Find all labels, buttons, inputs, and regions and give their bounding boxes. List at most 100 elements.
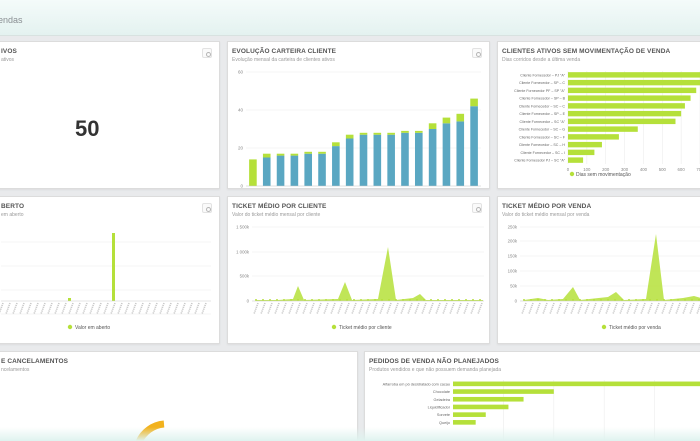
x-tick-label: [61, 302, 67, 315]
data-point: [600, 299, 602, 301]
category-label: Alfarroba em pó desidratado com cacau: [383, 382, 450, 386]
x-tick-label: [675, 302, 681, 315]
data-point: [367, 299, 369, 301]
bar-novos-clientes: [345, 134, 354, 139]
data-point: [444, 299, 446, 301]
x-tick-label: [421, 302, 427, 315]
x-tick-label: [68, 302, 74, 315]
panel-subtitle: ncelamentos: [1, 367, 30, 373]
x-tick-label: [47, 302, 53, 315]
category-label: Cliente Fornecedor – SP – C: [519, 81, 565, 85]
x-tick-label: [19, 302, 25, 315]
category-label: Cliente Fornecedor PF – SP "A": [514, 89, 566, 93]
panel-title: EVOLUÇÃO CARTEIRA CLIENTE: [232, 48, 337, 55]
bar-pedido: [453, 412, 486, 417]
x-tick-label: [267, 302, 273, 315]
data-point: [523, 299, 525, 301]
x-tick-label: [344, 302, 350, 315]
x-tick-label: [309, 302, 315, 315]
panel-subtitle: em aberto: [1, 212, 24, 218]
category-label: Chocolate: [433, 390, 450, 394]
x-tick-label: [386, 302, 392, 315]
bar-novos-clientes: [414, 130, 423, 133]
data-point: [586, 299, 588, 301]
bar-novos-clientes: [262, 153, 271, 158]
x-tick-label: [201, 302, 207, 315]
bar-novos-clientes: [456, 113, 465, 122]
data-point: [332, 299, 334, 301]
y-tick-label: 60: [238, 70, 244, 75]
data-point: [628, 299, 630, 301]
bar-clientes-cadastrados: [414, 132, 423, 186]
x-tick-label: [152, 302, 158, 315]
bar-novos-clientes: [290, 153, 299, 156]
data-point: [614, 299, 616, 301]
chart-evolucao-carteira: 0 20 40 60: [238, 70, 481, 188]
x-tick-label: [365, 302, 371, 315]
bar-novos-clientes: [276, 153, 285, 156]
data-point: [642, 299, 644, 301]
bar-dias-sem-movimentacao: [568, 149, 595, 156]
x-tick-label: [456, 302, 462, 315]
panel-title: CLIENTES ATIVOS SEM MOVIMENTAÇÃO DE VEND…: [502, 48, 671, 55]
category-label: Cliente Fornecedor – SC – H: [519, 143, 566, 147]
bar-dias-sem-movimentacao: [568, 103, 685, 109]
x-tick-label: [117, 302, 123, 315]
panel-ticket-medio-cliente: TICKET MÉDIO POR CLIENTE Valor do ticket…: [227, 196, 490, 344]
category-label: Cliente Fornecedor – SC "A": [520, 120, 566, 124]
panel-valor-em-aberto: BERTO em aberto Valor em aberto: [0, 196, 220, 344]
y-tick-label: 500k: [240, 274, 250, 279]
data-point: [677, 299, 679, 301]
x-tick-label: [442, 302, 448, 315]
category-label: Cliente Fornecedor – SC – I: [520, 151, 565, 155]
bar-pedido: [453, 420, 476, 425]
y-tick-label: 1 500k: [236, 225, 250, 230]
data-point: [416, 299, 418, 301]
x-tick-label: [302, 302, 308, 315]
bar-clientes-cadastrados: [304, 153, 313, 186]
bar-clientes-cadastrados: [428, 129, 437, 186]
panel-title: E CANCELAMENTOS: [1, 358, 69, 365]
x-tick-label: [138, 302, 144, 315]
chart-valor-em-aberto: Valor em aberto: [0, 233, 211, 331]
panel-menu-button[interactable]: [472, 48, 482, 58]
data-point: [388, 299, 390, 301]
bar-pedido: [453, 396, 524, 402]
bar-novos-clientes: [318, 151, 326, 154]
x-tick-label: [194, 302, 200, 315]
bottom-overlay: [0, 427, 700, 441]
x-tick-label: [0, 302, 4, 314]
x-tick-label: [281, 302, 287, 315]
data-point: [423, 299, 425, 301]
data-point: [304, 299, 306, 301]
x-tick-label: [330, 302, 336, 315]
bar-clientes-cadastrados: [318, 153, 326, 186]
bar-novos-clientes: [401, 130, 409, 133]
panel-menu-button[interactable]: [472, 203, 482, 213]
data-point: [544, 299, 546, 301]
data-point: [530, 299, 532, 301]
x-tick-label: [288, 302, 294, 315]
data-point: [381, 299, 383, 301]
panel-menu-button[interactable]: [202, 203, 212, 213]
x-tick-label: [598, 302, 604, 315]
bar-novos-clientes: [428, 123, 437, 129]
panel-menu-button[interactable]: [202, 48, 212, 58]
bar-dias-sem-movimentacao: [568, 110, 682, 117]
category-label: Geladeira: [434, 398, 451, 402]
data-point: [346, 299, 348, 301]
x-tick-label: [549, 302, 555, 315]
bar-novos-clientes: [249, 159, 257, 186]
bar-clientes-cadastrados: [276, 155, 285, 186]
x-tick-label: [542, 302, 548, 315]
x-tick-label: [577, 302, 583, 315]
panel-title: TICKET MÉDIO POR VENDA: [502, 203, 592, 210]
panel-pedidos-nao-planejados: PEDIDOS DE VENDA NÃO PLANEJADOS Produtos…: [364, 351, 700, 441]
x-tick-label: [180, 302, 186, 315]
panel-clientes-sem-movimentacao: CLIENTES ATIVOS SEM MOVIMENTAÇÃO DE VEND…: [497, 41, 700, 189]
legend-label: Valor em aberto: [75, 325, 110, 331]
y-tick-label: 0: [515, 299, 518, 304]
data-point: [409, 299, 411, 301]
x-tick-label: [584, 302, 590, 315]
kpi-value: 50: [75, 116, 100, 141]
